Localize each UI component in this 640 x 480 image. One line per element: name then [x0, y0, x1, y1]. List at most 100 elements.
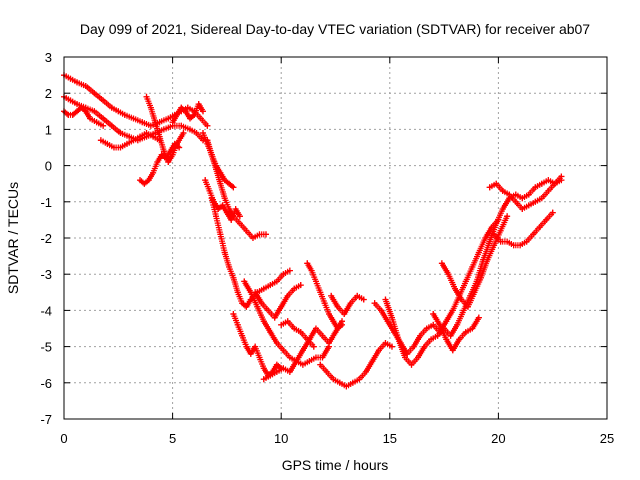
- x-tick-label: 20: [491, 431, 505, 446]
- data-point: [226, 180, 233, 187]
- y-tick-label: -1: [40, 195, 52, 210]
- data-point: [213, 213, 220, 220]
- data-point: [93, 119, 100, 126]
- data-point: [436, 321, 443, 328]
- data-point: [137, 177, 144, 184]
- data-point: [213, 166, 220, 173]
- series-arc-7: [169, 101, 207, 126]
- data-point: [486, 184, 493, 191]
- data-layer: [61, 72, 565, 390]
- data-point: [273, 361, 280, 368]
- data-point: [232, 206, 239, 213]
- x-tick-label: 15: [383, 431, 397, 446]
- data-point: [100, 97, 107, 104]
- data-point: [145, 177, 152, 184]
- data-point: [491, 231, 498, 238]
- data-point: [123, 140, 130, 147]
- data-point: [91, 108, 98, 115]
- data-point: [217, 180, 224, 187]
- series-arc-1: [61, 72, 211, 129]
- y-tick-label: -5: [40, 340, 52, 355]
- data-point: [428, 336, 435, 343]
- data-point: [230, 274, 237, 281]
- data-point: [169, 151, 176, 158]
- data-point: [371, 300, 378, 307]
- data-point: [388, 314, 395, 321]
- data-point: [256, 354, 263, 361]
- data-point: [545, 187, 552, 194]
- data-point: [308, 267, 315, 274]
- data-point: [87, 115, 94, 122]
- chart-title: Day 099 of 2021, Sidereal Day-to-day VTE…: [80, 21, 590, 37]
- data-point: [74, 79, 81, 86]
- data-point: [141, 180, 148, 187]
- data-point: [482, 235, 489, 241]
- data-point: [206, 187, 213, 194]
- data-point: [154, 158, 161, 165]
- data-point: [241, 278, 248, 285]
- x-tick-label: 0: [60, 431, 67, 446]
- data-point: [471, 289, 478, 296]
- data-point: [356, 376, 363, 383]
- data-point: [173, 140, 180, 147]
- data-point: [243, 343, 250, 350]
- y-tick-label: -6: [40, 376, 52, 391]
- data-point: [121, 111, 128, 118]
- data-point: [97, 137, 104, 144]
- data-point: [74, 101, 81, 108]
- data-point: [369, 358, 376, 365]
- data-point: [130, 115, 137, 122]
- data-point: [517, 242, 524, 249]
- data-point: [100, 122, 107, 129]
- data-point: [186, 126, 193, 133]
- data-point: [310, 343, 317, 350]
- data-point: [299, 347, 306, 354]
- data-point: [267, 372, 274, 379]
- data-point: [430, 321, 437, 328]
- x-tick-label: 25: [600, 431, 614, 446]
- data-point: [230, 184, 237, 191]
- data-point: [525, 202, 532, 209]
- x-tick-label: 5: [169, 431, 176, 446]
- data-point: [271, 314, 278, 321]
- data-point: [319, 354, 326, 361]
- data-point: [195, 101, 202, 108]
- data-point: [267, 329, 274, 336]
- data-point: [247, 350, 254, 357]
- data-point: [523, 238, 530, 245]
- data-point: [200, 108, 207, 115]
- data-point: [273, 368, 280, 375]
- data-point: [421, 343, 428, 350]
- data-point: [330, 318, 337, 325]
- data-point: [100, 115, 107, 122]
- data-point: [286, 354, 293, 361]
- data-point: [191, 111, 198, 118]
- data-point: [478, 274, 485, 281]
- data-point: [384, 318, 391, 325]
- data-point: [536, 224, 543, 231]
- data-point: [147, 104, 154, 111]
- data-point: [297, 329, 304, 336]
- data-point: [193, 130, 200, 137]
- tick-layer: 0 5 10 15 20 25 -7 -6 -5 -4 -3 -2 -1 0 1 2 3: [40, 50, 614, 446]
- data-point: [336, 379, 343, 386]
- series-arc-22: [430, 311, 482, 354]
- y-tick-label: 0: [45, 159, 52, 174]
- data-point: [382, 339, 389, 346]
- data-point: [258, 300, 265, 307]
- data-point: [291, 285, 298, 292]
- data-point: [506, 191, 513, 198]
- data-point: [202, 177, 209, 184]
- data-point: [456, 336, 463, 343]
- data-point: [219, 202, 226, 209]
- data-point: [343, 383, 350, 390]
- x-axis-label: GPS time / hours: [282, 457, 389, 473]
- series-arc-6: [143, 93, 187, 165]
- data-point: [402, 354, 409, 361]
- data-point: [306, 358, 313, 365]
- data-point: [158, 151, 165, 158]
- data-point: [139, 119, 146, 126]
- data-point: [382, 296, 389, 303]
- data-point: [395, 336, 402, 343]
